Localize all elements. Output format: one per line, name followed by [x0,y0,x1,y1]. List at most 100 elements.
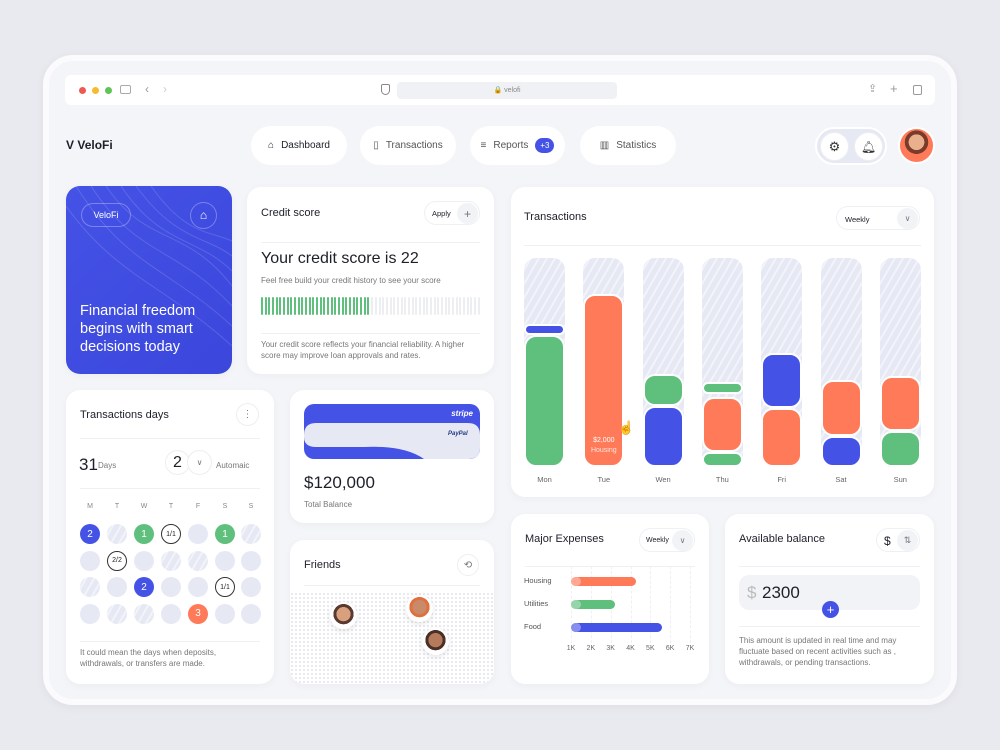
back-icon[interactable]: ‹ [145,82,149,96]
calendar-day[interactable] [107,524,127,544]
paypal-card[interactable] [304,423,480,463]
more-options-button[interactable]: ⋮ [236,403,259,426]
expense-bar[interactable] [571,577,637,586]
calendar-day[interactable]: 2 [80,524,100,544]
calendar-day[interactable] [134,603,154,624]
chart-segment[interactable] [701,396,743,453]
chart-segment[interactable] [642,406,684,467]
logo[interactable]: V VeloFi [66,138,113,152]
calendar-day[interactable] [107,577,127,597]
chart-segment[interactable] [701,382,743,394]
selected-days-value[interactable]: 2 [165,450,190,475]
days-label: Days [98,461,117,470]
days-dropdown-button[interactable]: ∨ [187,450,212,475]
card-title: Transactions [524,211,587,223]
chart-segment[interactable] [820,435,862,467]
chart-segment[interactable] [524,323,565,336]
chart-segment[interactable] [524,335,565,467]
calendar-day[interactable]: 1/1 [161,524,181,544]
bar-handle [571,623,581,632]
calendar-day[interactable]: 3 [188,603,208,624]
expense-bar[interactable] [571,600,615,609]
add-amount-button[interactable]: + [822,601,839,618]
calendar-day[interactable] [161,603,181,624]
progress-tick [429,297,432,315]
divider [739,626,920,627]
expense-bar[interactable] [571,623,663,632]
hero-card: VeloFi ⌂ Financial freedom begins with s… [66,186,232,374]
calendar-day[interactable] [215,550,235,571]
calendar-day[interactable] [107,603,127,624]
calendar-day[interactable] [80,577,100,597]
calendar-day[interactable] [161,577,181,597]
settings-button[interactable]: ⚙ [820,132,849,161]
home-icon[interactable]: ⌂ [190,202,217,229]
divider [261,333,480,334]
credit-progress-bar [261,297,480,315]
period-select[interactable]: Weekly ∨ [639,528,695,552]
calendar-day[interactable] [241,603,261,624]
calendar-day[interactable]: 2 [134,577,154,597]
friend-avatar[interactable] [330,602,357,629]
share-icon[interactable]: ⇪ [868,83,878,95]
calendar-day[interactable] [188,550,208,571]
friends-network-button[interactable]: ⟲ [457,554,479,576]
nav-statistics[interactable]: ▥ Statistics [580,126,676,165]
transactions-days-card: Transactions days ⋮ 31 Days 2 ∨ Automaic… [66,390,274,684]
calendar-day[interactable]: 1/1 [215,577,235,597]
grid-line [690,566,691,648]
paypal-logo: PayPal [448,431,468,437]
progress-tick [297,297,300,315]
progress-tick [352,297,355,315]
x-tick-label: Mon [537,475,552,484]
forward-icon[interactable]: › [163,82,167,96]
nav-reports[interactable]: ≡ Reports +3 [470,126,565,165]
notifications-button[interactable]: 🔔︎ [854,132,883,161]
maximize-window-button[interactable] [105,87,112,94]
chart-segment[interactable] [761,408,803,467]
calendar-day[interactable] [215,603,235,624]
divider [525,566,695,567]
calendar-day[interactable] [241,577,261,597]
calendar-day[interactable]: 2/2 [107,550,127,571]
chart-segment[interactable] [701,452,743,467]
chart-segment[interactable] [879,375,921,432]
available-note: This amount is updated in real time and … [739,636,897,667]
avatar[interactable] [898,127,935,164]
chart-segment[interactable] [761,352,803,409]
address-bar[interactable]: 🔒 velofi [397,82,617,99]
calendar-day[interactable] [188,524,208,544]
chart-segment[interactable] [583,293,625,467]
calendar-day[interactable] [80,550,100,571]
sidebar-toggle-icon[interactable] [120,85,131,94]
chart-segment[interactable] [820,380,862,436]
friend-avatar[interactable] [406,595,433,622]
nav-label: Reports [493,140,529,151]
calendar-day[interactable] [80,603,100,624]
period-select[interactable]: Weekly ∨ [836,206,920,230]
nav-dashboard[interactable]: ⌂ Dashboard [251,126,347,165]
calendar-day[interactable]: 1 [134,524,154,544]
chart-segment[interactable] [879,431,921,467]
calendar-day[interactable] [188,577,208,597]
calendar-day[interactable] [161,550,181,571]
swap-icon: ⇅ [897,530,918,551]
friends-card: Friends ⟲ [290,540,494,684]
minimize-window-button[interactable] [92,87,99,94]
chart-segment[interactable] [642,373,684,407]
progress-tick [360,297,363,315]
calendar-day[interactable] [241,524,261,544]
nav-transactions[interactable]: ▯ Transactions [360,126,456,165]
friend-avatar[interactable] [422,628,449,655]
progress-tick [470,297,473,315]
close-window-button[interactable] [79,87,86,94]
calendar-day[interactable] [241,550,261,571]
calendar-day[interactable] [134,550,154,571]
currency-toggle[interactable]: $ ⇅ [876,528,920,552]
x-tick-label: Sun [893,475,907,484]
apply-button[interactable]: Apply + [424,201,480,225]
tabs-icon[interactable] [913,85,922,95]
gear-icon: ⚙ [828,138,841,154]
calendar-day[interactable]: 1 [215,524,235,544]
new-tab-icon[interactable]: + [890,81,898,96]
